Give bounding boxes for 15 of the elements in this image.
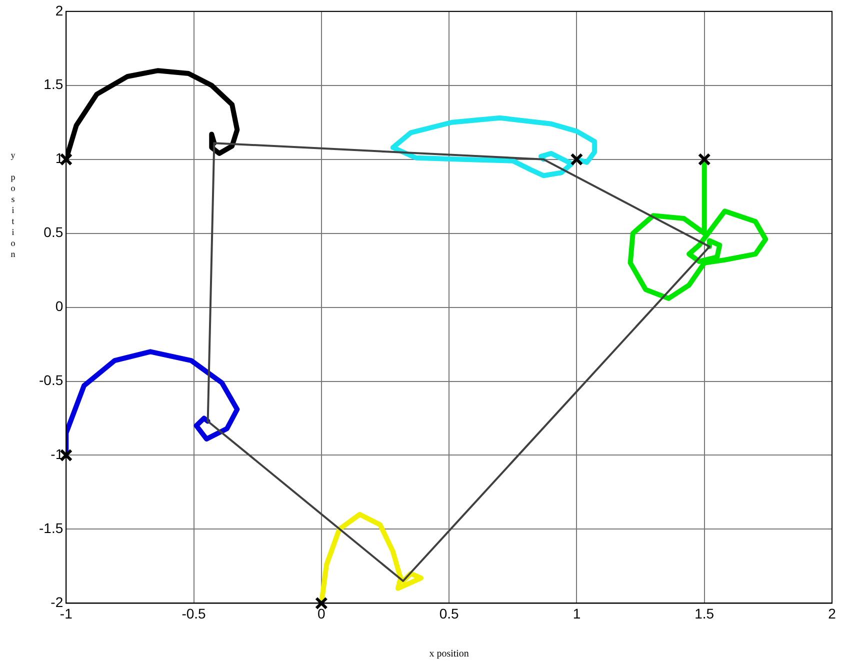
x-tick-label: 1 [572,605,581,622]
text: y position [10,150,16,259]
y-tick-label: 2 [55,2,64,18]
x-axis-title: x position [429,648,469,660]
x-tick-label: 0 [318,605,326,622]
y-tick-label: 0 [55,298,64,314]
y-tick-label: -1.5 [39,520,64,536]
y-tick-label: 1.5 [44,76,64,92]
y-tick-label: -0.5 [39,372,64,388]
x-tick-label: 2 [828,605,836,622]
x-tick-label: 0.5 [439,605,460,622]
y-tick-label: -2 [50,594,64,610]
x-tick-label: -0.5 [182,605,206,622]
x-tick-label: 1.5 [694,605,714,622]
y-tick-label: 0.5 [44,224,64,240]
